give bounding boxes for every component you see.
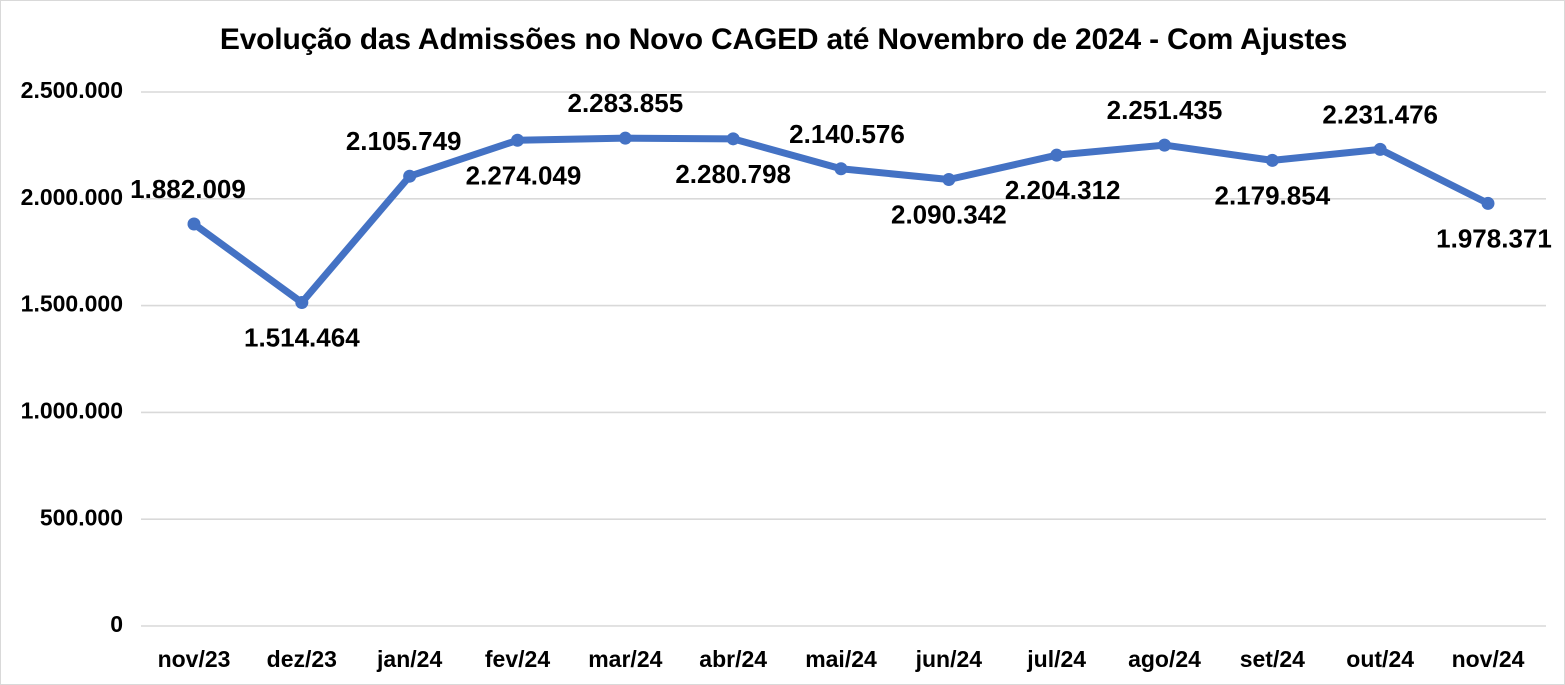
x-axis-tick-label: nov/24 (1452, 646, 1525, 672)
x-axis-tick-label: nov/23 (158, 646, 231, 672)
data-point-marker (187, 217, 201, 231)
x-axis-tick-label: jul/24 (1026, 646, 1086, 672)
x-axis-tick-label: out/24 (1346, 646, 1414, 672)
y-axis-tick-label: 0 (110, 611, 123, 637)
x-axis-tick-label: ago/24 (1128, 646, 1201, 672)
y-axis-tick-label: 2.000.000 (21, 184, 123, 210)
chart-title: Evolução das Admissões no Novo CAGED até… (219, 23, 1348, 56)
x-axis-tick-label: mai/24 (805, 646, 877, 672)
data-point-marker (1373, 142, 1387, 156)
data-point-marker (295, 296, 309, 310)
y-axis-tick-labels: 0 500.000 1.000.000 1.500.000 2.000.000 2.500… (21, 77, 123, 637)
data-point-marker (403, 169, 417, 183)
data-point-marker (618, 131, 632, 145)
data-point-label: 2.105.749 (346, 126, 462, 156)
data-point-label: 2.280.798 (675, 159, 791, 189)
x-axis-tick-label: jan/24 (376, 646, 442, 672)
data-point-label: 1.978.371 (1436, 223, 1552, 253)
data-point-label: 1.514.464 (244, 323, 360, 353)
data-point-marker (726, 132, 740, 146)
data-point-marker (511, 133, 524, 147)
y-axis-tick-label: 500.000 (40, 504, 123, 530)
data-point-label: 2.274.049 (466, 160, 582, 190)
data-point-label: 2.140.576 (789, 119, 905, 149)
x-axis-tick-label: abr/24 (699, 646, 767, 672)
data-point-marker (1050, 148, 1064, 162)
data-point-marker (1158, 138, 1171, 152)
data-point-label: 2.283.855 (567, 88, 683, 118)
x-axis-tick-labels: nov/23 dez/23 jan/24 fev/24 mar/24 abr/24 mai/… (158, 646, 1525, 672)
data-point-markers (187, 131, 1495, 310)
data-point-label: 2.251.435 (1107, 95, 1223, 125)
data-point-label: 1.882.009 (130, 174, 246, 204)
data-point-label: 2.231.476 (1322, 99, 1438, 129)
x-axis-tick-label: mar/24 (588, 646, 662, 672)
x-axis-tick-label: jun/24 (915, 646, 983, 672)
x-axis-tick-label: set/24 (1240, 646, 1305, 672)
x-axis-tick-label: fev/24 (485, 646, 550, 672)
data-point-marker (1265, 153, 1279, 167)
data-point-label: 2.179.854 (1214, 180, 1330, 210)
data-point-marker (942, 173, 956, 187)
y-axis-tick-label: 1.000.000 (21, 397, 123, 423)
y-axis-tick-label: 1.500.000 (21, 291, 123, 317)
gridlines (141, 91, 1546, 627)
x-axis-tick-label: dez/23 (267, 646, 337, 672)
data-point-label: 2.204.312 (1005, 175, 1121, 205)
data-point-marker (1481, 196, 1495, 210)
y-axis-tick-label: 2.500.000 (21, 77, 123, 103)
data-point-marker (834, 162, 848, 176)
data-point-label: 2.090.342 (891, 200, 1007, 230)
